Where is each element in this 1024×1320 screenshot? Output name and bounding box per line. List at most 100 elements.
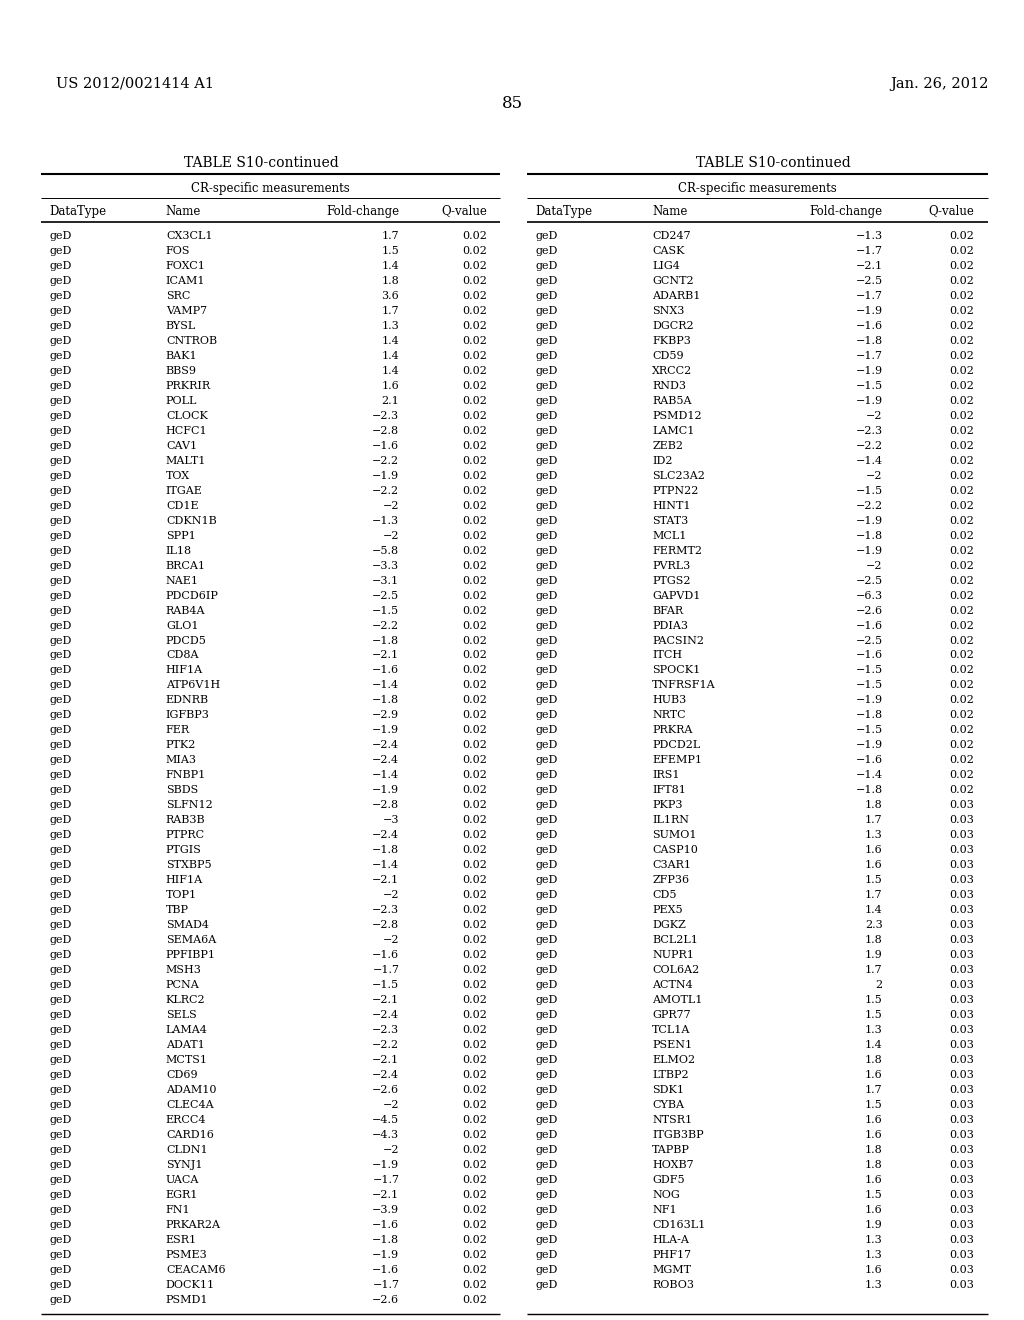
Text: geD: geD — [49, 396, 72, 405]
Text: Fold-change: Fold-change — [810, 205, 883, 218]
Text: DGCR2: DGCR2 — [652, 321, 694, 331]
Text: MSH3: MSH3 — [166, 965, 202, 975]
Text: FERMT2: FERMT2 — [652, 545, 702, 556]
Text: geD: geD — [49, 290, 72, 301]
Text: CASP10: CASP10 — [652, 845, 698, 855]
Text: geD: geD — [49, 306, 72, 315]
Text: COL6A2: COL6A2 — [652, 965, 699, 975]
Text: geD: geD — [536, 935, 558, 945]
Text: geD: geD — [536, 1100, 558, 1110]
Text: BAK1: BAK1 — [166, 351, 198, 360]
Text: PACSIN2: PACSIN2 — [652, 635, 705, 645]
Text: −1.8: −1.8 — [373, 845, 399, 855]
Text: NAE1: NAE1 — [166, 576, 199, 586]
Text: −2: −2 — [383, 1100, 399, 1110]
Text: SYNJ1: SYNJ1 — [166, 1160, 203, 1170]
Text: −1.7: −1.7 — [856, 351, 883, 360]
Text: ACTN4: ACTN4 — [652, 979, 693, 990]
Text: geD: geD — [49, 965, 72, 975]
Text: MCL1: MCL1 — [652, 531, 687, 541]
Text: −2: −2 — [866, 561, 883, 570]
Text: PCNA: PCNA — [166, 979, 200, 990]
Text: CDKN1B: CDKN1B — [166, 516, 217, 525]
Text: RAB5A: RAB5A — [652, 396, 692, 405]
Text: 0.03: 0.03 — [949, 906, 974, 915]
Text: 0.02: 0.02 — [463, 590, 487, 601]
Text: −3.3: −3.3 — [373, 561, 399, 570]
Text: −2.5: −2.5 — [856, 576, 883, 586]
Text: CD247: CD247 — [652, 231, 691, 242]
Text: geD: geD — [536, 1010, 558, 1020]
Text: 0.02: 0.02 — [463, 335, 487, 346]
Text: −2.4: −2.4 — [373, 755, 399, 766]
Text: CLOCK: CLOCK — [166, 411, 208, 421]
Text: geD: geD — [49, 800, 72, 810]
Text: geD: geD — [49, 1175, 72, 1185]
Text: geD: geD — [536, 979, 558, 990]
Text: PRKRIR: PRKRIR — [166, 380, 211, 391]
Text: TABLE S10-continued: TABLE S10-continued — [183, 156, 339, 170]
Text: −2.5: −2.5 — [373, 590, 399, 601]
Text: TCL1A: TCL1A — [652, 1026, 690, 1035]
Text: −1.8: −1.8 — [373, 696, 399, 705]
Text: 0.02: 0.02 — [463, 290, 487, 301]
Text: 0.02: 0.02 — [463, 681, 487, 690]
Text: IL18: IL18 — [166, 545, 193, 556]
Text: −1.9: −1.9 — [856, 696, 883, 705]
Text: ERCC4: ERCC4 — [166, 1115, 207, 1125]
Text: SDK1: SDK1 — [652, 1085, 684, 1096]
Text: −2.9: −2.9 — [373, 710, 399, 721]
Text: TABLE S10-continued: TABLE S10-continued — [695, 156, 851, 170]
Text: geD: geD — [49, 1295, 72, 1304]
Text: 0.02: 0.02 — [463, 366, 487, 376]
Text: Name: Name — [166, 205, 202, 218]
Text: 0.02: 0.02 — [463, 710, 487, 721]
Text: 0.02: 0.02 — [463, 561, 487, 570]
Text: Q-value: Q-value — [441, 205, 487, 218]
Text: 0.03: 0.03 — [949, 1220, 974, 1230]
Text: 1.6: 1.6 — [865, 845, 883, 855]
Text: 0.02: 0.02 — [463, 1055, 487, 1065]
Text: geD: geD — [536, 906, 558, 915]
Text: −1.8: −1.8 — [373, 1234, 399, 1245]
Text: geD: geD — [536, 1220, 558, 1230]
Text: CR-specific measurements: CR-specific measurements — [190, 182, 350, 195]
Text: IRS1: IRS1 — [652, 771, 680, 780]
Text: 85: 85 — [502, 95, 522, 112]
Text: 0.02: 0.02 — [949, 426, 974, 436]
Text: 0.02: 0.02 — [949, 576, 974, 586]
Text: geD: geD — [49, 471, 72, 480]
Text: VAMP7: VAMP7 — [166, 306, 207, 315]
Text: 0.02: 0.02 — [463, 1100, 487, 1110]
Text: geD: geD — [536, 950, 558, 960]
Text: geD: geD — [49, 1100, 72, 1110]
Text: geD: geD — [49, 635, 72, 645]
Text: 2.3: 2.3 — [865, 920, 883, 931]
Text: 0.02: 0.02 — [463, 1130, 487, 1140]
Text: geD: geD — [536, 726, 558, 735]
Text: 0.03: 0.03 — [949, 1010, 974, 1020]
Text: PDCD6IP: PDCD6IP — [166, 590, 219, 601]
Text: geD: geD — [536, 965, 558, 975]
Text: 0.03: 0.03 — [949, 1205, 974, 1214]
Text: BRCA1: BRCA1 — [166, 561, 206, 570]
Text: −2: −2 — [383, 1144, 399, 1155]
Text: 1.4: 1.4 — [865, 906, 883, 915]
Text: geD: geD — [49, 935, 72, 945]
Text: SPP1: SPP1 — [166, 531, 196, 541]
Text: −2.2: −2.2 — [373, 455, 399, 466]
Text: geD: geD — [49, 1189, 72, 1200]
Text: 1.6: 1.6 — [865, 1265, 883, 1275]
Text: TOX: TOX — [166, 471, 190, 480]
Text: 0.03: 0.03 — [949, 1055, 974, 1065]
Text: −4.5: −4.5 — [373, 1115, 399, 1125]
Text: 0.03: 0.03 — [949, 1189, 974, 1200]
Text: 0.02: 0.02 — [949, 261, 974, 271]
Text: 0.02: 0.02 — [463, 845, 487, 855]
Text: −2.1: −2.1 — [856, 261, 883, 271]
Text: geD: geD — [536, 875, 558, 886]
Text: 1.3: 1.3 — [865, 1250, 883, 1259]
Text: geD: geD — [49, 576, 72, 586]
Text: HINT1: HINT1 — [652, 500, 691, 511]
Text: 1.8: 1.8 — [865, 935, 883, 945]
